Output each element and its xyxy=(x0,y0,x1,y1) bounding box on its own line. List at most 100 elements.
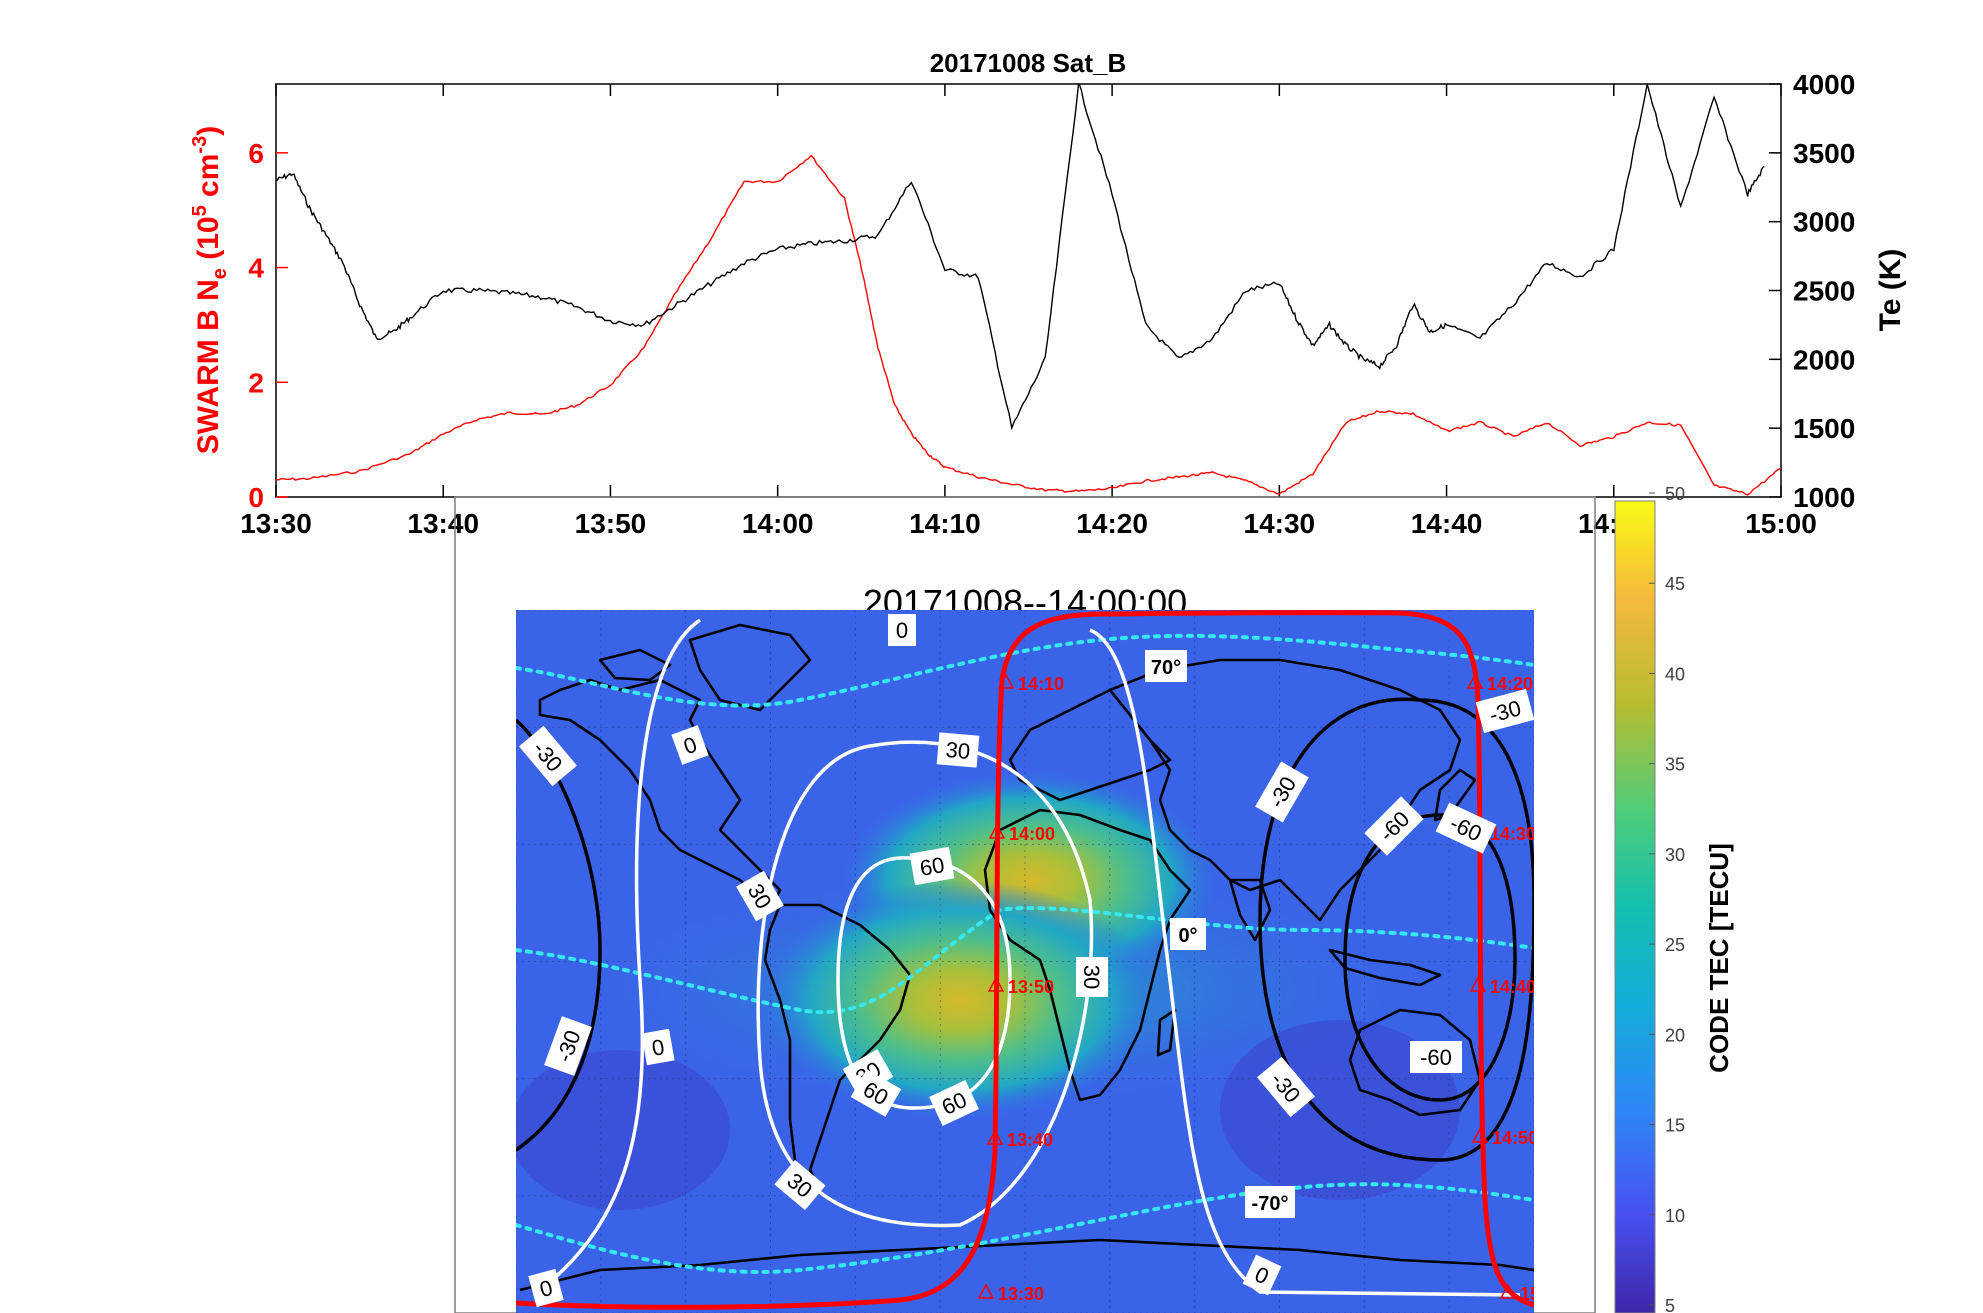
contour-label-box xyxy=(1242,1254,1282,1296)
right-y-tick-label: 4000 xyxy=(1793,69,1855,100)
contour-label-box xyxy=(929,1080,979,1126)
contour-label: 0 xyxy=(528,1268,564,1308)
contour-label: -60 xyxy=(1410,1041,1462,1073)
coast-arctic-canada xyxy=(598,648,672,682)
right-y-tick-label: 2500 xyxy=(1793,276,1855,307)
coast-indonesia xyxy=(1328,948,1442,987)
map-axes-frame xyxy=(454,496,1596,1313)
x-axis: 13:30 13:40 13:50 14:00 14:10 14:20 14:30 14:40… xyxy=(240,84,1817,539)
x-tick-label: 14:10 xyxy=(909,508,981,539)
coast-india xyxy=(1228,878,1272,942)
right-y-tick-label: 1500 xyxy=(1793,413,1855,444)
contour-label-text: 0 xyxy=(650,1034,666,1061)
contour-label-box xyxy=(888,614,916,646)
colorbar-tick-label: 30 xyxy=(1665,845,1685,865)
mag-lat-70-line xyxy=(516,633,1534,708)
contour-label-box xyxy=(528,1268,564,1308)
left-y-tick-label: 0 xyxy=(248,482,264,513)
colorbar-tick-label: 35 xyxy=(1665,755,1685,775)
contour-label: 60 xyxy=(850,1069,902,1117)
contour-label: 60 xyxy=(929,1080,979,1126)
contour-label-text: -60 xyxy=(1420,1045,1452,1070)
contour-minus60-east xyxy=(1343,813,1517,1102)
timeseries-panel: 20171008 Sat_B 13:30 13:40 13:50 14:00 14:10… xyxy=(189,48,1907,539)
track-time-label: 13:40 xyxy=(1007,1130,1053,1150)
mag-lat-label-70: 70° xyxy=(1151,657,1181,679)
x-tick-label: 15:00 xyxy=(1745,508,1817,539)
track-marker-triangle xyxy=(986,1129,1004,1145)
coast-africa xyxy=(983,808,1192,1102)
contour-label: 60 xyxy=(909,846,955,886)
contour-label-box xyxy=(1076,957,1108,997)
mag-lat-labels: 70° 0° -70° xyxy=(1145,650,1295,1218)
colorbar-tick-label: 50 xyxy=(1665,484,1685,504)
contour-30 xyxy=(756,740,1094,1228)
mag-lat-label-minus70: -70° xyxy=(1252,1193,1289,1215)
coast-asia xyxy=(1108,658,1462,922)
colorbar: 5 10 15 20 25 30 35 40 45 50 CODE TEC [TECU] xyxy=(1614,484,1734,1313)
coast-antarctica xyxy=(519,1238,1534,1292)
coast-south-america xyxy=(763,903,912,1197)
left-y-tick-label: 2 xyxy=(248,367,264,398)
x-tick-label: 13:30 xyxy=(240,508,312,539)
left-y-tick-label: 4 xyxy=(248,253,264,284)
contour-label: 0 xyxy=(671,725,709,765)
track-time-label: 14:50 xyxy=(1492,1128,1538,1148)
track-marker-triangle xyxy=(987,976,1005,992)
right-y-tick-label: 1000 xyxy=(1793,482,1855,513)
colorbar-tick-label: 15 xyxy=(1665,1116,1685,1136)
contour-label-text: 30 xyxy=(1079,965,1104,989)
coast-north-america xyxy=(538,678,782,912)
left-y-axis: 0 2 4 6 xyxy=(248,138,288,513)
contour-label-box xyxy=(544,1016,592,1076)
x-tick-label: 14:30 xyxy=(1244,508,1316,539)
x-tick-label: 14:00 xyxy=(742,508,814,539)
track-marker-triangle xyxy=(1471,1127,1489,1143)
track-marker-triangle xyxy=(1499,1283,1517,1299)
contour-label-text: 60 xyxy=(918,852,946,881)
colorbar-tick-label: 40 xyxy=(1665,664,1685,684)
colorbar-tick-label: 5 xyxy=(1665,1296,1675,1313)
track-marker-triangle xyxy=(1466,673,1484,689)
coast-australia xyxy=(1348,1008,1482,1117)
track-time-label: 14:40 xyxy=(1490,977,1536,997)
track-time-markers: 13:30 13:40 13:50 14:00 14:10 14:20 14:30 14:40… xyxy=(977,673,1538,1304)
colorbar-tick-label: 25 xyxy=(1665,935,1685,955)
coast-europe xyxy=(1008,688,1172,802)
colorbar-ticks: 5 10 15 20 25 30 35 40 45 50 xyxy=(1649,484,1685,1313)
map-panel: 20171008--14:00:00 xyxy=(454,484,1734,1313)
contour-labels: 000003030303030606060-30-30-30-30-30-60-… xyxy=(519,614,1535,1308)
contour-label: 30 xyxy=(1076,957,1108,997)
contour-label: 30 xyxy=(736,870,784,922)
x-tick-label: 13:50 xyxy=(575,508,647,539)
x-tick-label: 14:20 xyxy=(1076,508,1148,539)
coast-madagascar xyxy=(1156,1008,1177,1057)
contour-60 xyxy=(836,856,1012,1110)
positive-contours xyxy=(538,618,1521,1297)
track-time-label: 14:20 xyxy=(1487,674,1533,694)
contour-label-box xyxy=(1255,761,1309,823)
colorbar-tick-label: 45 xyxy=(1665,574,1685,594)
ne-series-line xyxy=(276,154,1781,496)
track-time-label: 13:30 xyxy=(998,1284,1044,1304)
colorbar-tick-label: 10 xyxy=(1665,1206,1685,1226)
mag-lat-label-box-70 xyxy=(1145,650,1187,682)
track-marker-triangle xyxy=(997,673,1015,689)
x-tick-label: 14:40 xyxy=(1411,508,1483,539)
mag-lat-label-box-0 xyxy=(1170,918,1206,950)
magnetic-latitude-lines xyxy=(516,633,1534,1274)
right-axis-label: Te (K) xyxy=(1874,249,1907,332)
contour-label-box xyxy=(1364,796,1424,856)
contour-label-box xyxy=(774,1159,826,1211)
contour-0-west xyxy=(538,618,701,1292)
track-time-label: 14:10 xyxy=(1018,674,1064,694)
contour-label-box xyxy=(1435,802,1497,854)
colorbar-gradient xyxy=(1614,500,1656,1313)
coast-greenland xyxy=(688,623,812,712)
track-time-label: 13:50 xyxy=(1008,977,1054,997)
contour-label-text: 0 xyxy=(896,618,908,643)
track-marker-triangle xyxy=(988,823,1006,839)
contour-label: 0 xyxy=(1242,1254,1282,1296)
contour-0-east xyxy=(1089,628,1521,1297)
